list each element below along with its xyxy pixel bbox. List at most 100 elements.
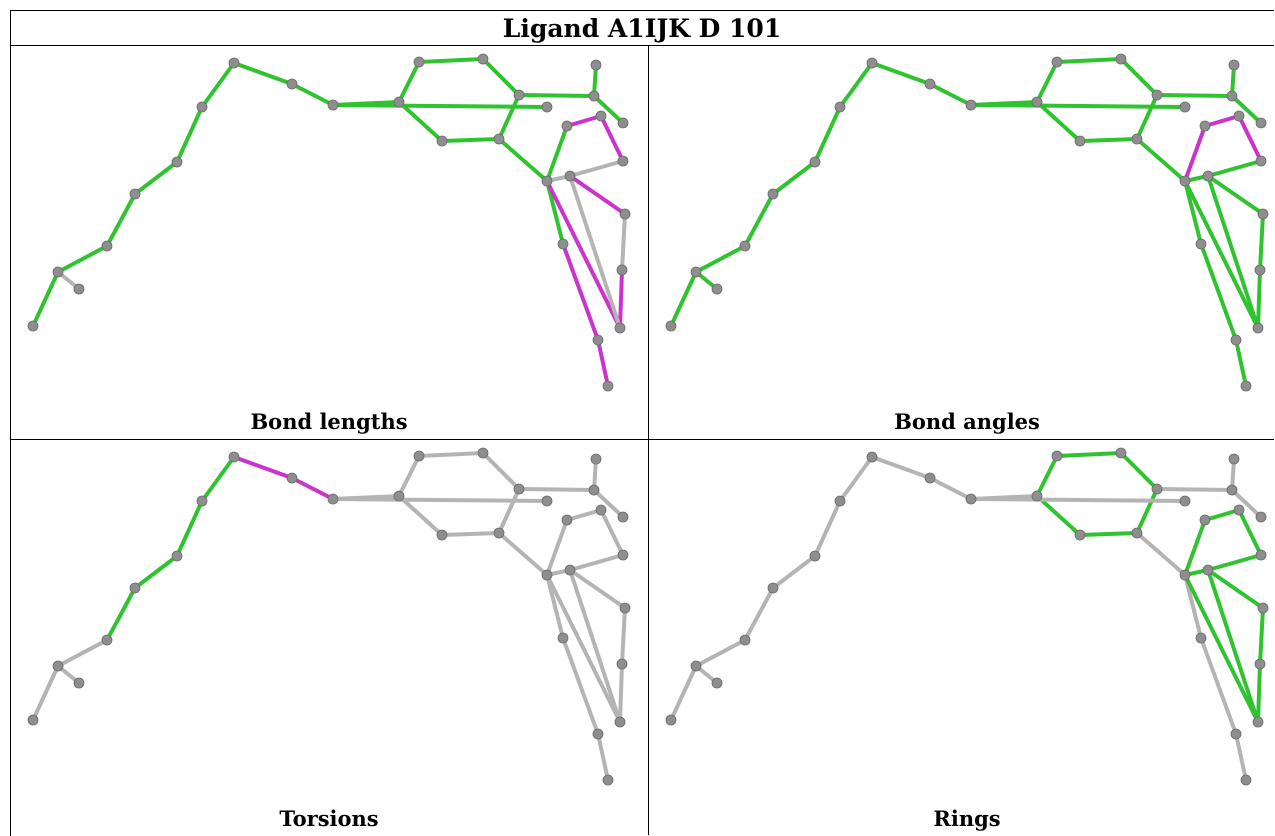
bond	[545, 179, 565, 246]
panel-bond-lengths: Bond lengths	[11, 46, 647, 437]
atom	[1031, 490, 1043, 502]
atom	[129, 582, 141, 594]
bond	[599, 114, 625, 163]
atom	[924, 78, 936, 90]
atom	[1230, 334, 1242, 346]
atom	[564, 564, 576, 576]
panel-label: Bond angles	[894, 409, 1040, 434]
bond	[599, 508, 625, 557]
bond	[1230, 488, 1263, 519]
bond	[1035, 60, 1059, 104]
bond	[771, 554, 817, 590]
bond	[175, 499, 204, 558]
bond	[1119, 451, 1159, 491]
bond	[1078, 137, 1139, 143]
column-divider	[648, 45, 649, 835]
bond	[870, 61, 932, 86]
atom	[617, 549, 629, 561]
bond	[545, 124, 569, 183]
bond	[1234, 338, 1248, 388]
bond	[1230, 94, 1263, 125]
bond	[838, 61, 874, 109]
atom	[1233, 110, 1245, 122]
atom	[436, 529, 448, 541]
atom	[557, 632, 569, 644]
figure-title: Ligand A1IJK D 101	[502, 14, 782, 43]
atom	[617, 117, 629, 129]
atom	[327, 493, 339, 505]
atom	[413, 450, 425, 462]
atom	[541, 569, 553, 581]
bond	[200, 455, 236, 503]
atom	[171, 550, 183, 562]
bond	[620, 212, 627, 272]
atom	[965, 493, 977, 505]
bond	[200, 61, 236, 109]
molecule-torsions	[27, 447, 631, 786]
bond	[1119, 57, 1159, 97]
bond	[561, 636, 600, 736]
bond	[56, 244, 109, 274]
atom	[1202, 564, 1214, 576]
atom	[27, 714, 39, 726]
bond	[331, 497, 549, 503]
bond	[1256, 662, 1262, 724]
bond	[1234, 732, 1248, 782]
atom	[616, 658, 628, 670]
molecule-bond-angles	[665, 53, 1269, 392]
bond	[545, 518, 569, 577]
bond	[838, 455, 874, 503]
bond	[870, 455, 932, 480]
bond	[497, 487, 521, 535]
bond	[397, 100, 444, 143]
atom	[602, 380, 614, 392]
atom	[590, 59, 602, 71]
atom	[73, 283, 85, 295]
molecule-bond-lengths	[27, 53, 631, 392]
atom	[711, 677, 723, 689]
atom	[809, 550, 821, 562]
bond	[813, 105, 842, 164]
row-divider	[10, 439, 1274, 440]
bond	[928, 82, 973, 107]
atom	[196, 101, 208, 113]
atom	[602, 774, 614, 786]
atom	[866, 57, 878, 69]
atom	[327, 99, 339, 111]
bond	[1135, 487, 1159, 535]
atom	[557, 238, 569, 250]
bond	[596, 732, 610, 782]
atom	[393, 490, 405, 502]
bond	[565, 508, 603, 522]
bond	[928, 476, 973, 501]
bond	[568, 553, 625, 572]
bond	[669, 664, 698, 722]
atom	[413, 56, 425, 68]
bond	[1206, 174, 1260, 330]
bond	[1199, 242, 1238, 342]
bond	[568, 159, 625, 178]
bond	[497, 93, 521, 141]
bond	[1237, 508, 1263, 557]
atom	[393, 96, 405, 108]
bond	[592, 94, 625, 125]
atom	[1240, 380, 1252, 392]
bond	[618, 662, 624, 724]
bond	[1035, 100, 1082, 143]
atom	[834, 101, 846, 113]
atom	[129, 188, 141, 200]
bond	[290, 82, 335, 107]
atom	[1255, 155, 1267, 167]
bond	[561, 242, 600, 342]
bond	[545, 179, 622, 330]
atom	[1131, 527, 1143, 539]
figure-frame	[10, 10, 1274, 836]
bond	[1206, 553, 1263, 572]
bond	[232, 455, 294, 480]
bond	[1183, 518, 1207, 577]
bond	[497, 137, 549, 183]
panel-bond-angles: Bond angles	[649, 46, 1275, 437]
atom	[614, 322, 626, 334]
bond	[1256, 268, 1262, 330]
atom	[1202, 170, 1214, 182]
